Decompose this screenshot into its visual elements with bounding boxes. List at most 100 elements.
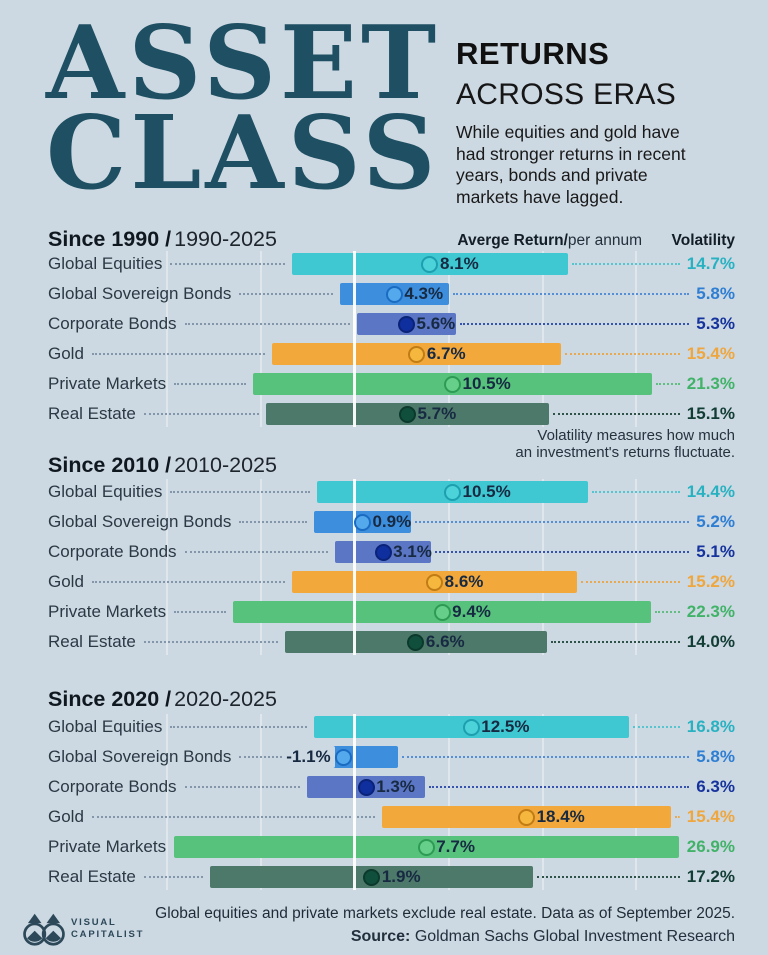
- leader-line-right: [591, 491, 680, 493]
- leader-line-left: [174, 611, 226, 613]
- leader-line-left: [239, 293, 333, 295]
- asset-row-left: Real Estate: [48, 631, 281, 653]
- section-title: Since 1990 /1990-2025: [48, 226, 277, 252]
- asset-row-right: 17.2%: [537, 866, 735, 888]
- return-value: 5.6%: [416, 314, 456, 333]
- intro-line: While equities and gold have: [456, 122, 680, 142]
- return-value: 1.3%: [376, 777, 415, 796]
- return-value: -1.1%: [282, 746, 335, 768]
- intro-line: had stronger returns in recent: [456, 143, 686, 164]
- leader-line-left: [239, 756, 283, 758]
- volatility-value: 15.2%: [686, 572, 735, 591]
- asset-label: Global Equities: [48, 482, 163, 501]
- asset-row-right: 22.3%: [655, 601, 735, 623]
- intro-line: markets have lagged.: [456, 186, 624, 207]
- asset-row-left: Corporate Bonds: [48, 313, 353, 335]
- volatility-value: 22.3%: [686, 602, 735, 621]
- leader-line-left: [143, 876, 204, 878]
- asset-label: Global Equities: [48, 254, 163, 273]
- subtitle-returns: RETURNS: [456, 36, 610, 71]
- return-dot: [398, 405, 416, 423]
- asset-row-left: Gold: [48, 343, 268, 365]
- gridline-10pct: [447, 251, 450, 427]
- gridline-10pct: [541, 479, 544, 655]
- main-title-line-1: ASSET: [46, 3, 441, 122]
- volatility-value: 6.3%: [696, 777, 735, 796]
- return-value: 0.9%: [372, 512, 412, 531]
- asset-row-right: 5.1%: [434, 541, 735, 563]
- leader-line-right: [452, 293, 690, 295]
- asset-row-right: 15.1%: [553, 403, 735, 425]
- asset-row-left: Gold: [48, 806, 378, 828]
- asset-row-left: Global Equities: [48, 716, 310, 738]
- gridline-10pct: [635, 479, 638, 655]
- return-value: 6.7%: [426, 344, 466, 363]
- asset-row-left: Real Estate: [48, 866, 206, 888]
- leader-line-left: [184, 551, 329, 553]
- asset-row-right: 15.4%: [675, 806, 735, 828]
- asset-row-left: Private Markets: [48, 601, 229, 623]
- volatility-note-line: Volatility measures how much: [537, 427, 735, 444]
- asset-row-left: Gold: [48, 571, 288, 593]
- leader-line-left: [184, 786, 301, 788]
- volatility-value: 5.8%: [696, 747, 735, 766]
- return-value: 5.7%: [417, 404, 457, 423]
- asset-label: Corporate Bonds: [48, 542, 177, 561]
- leader-line-right: [632, 726, 680, 728]
- return-dot: [385, 285, 403, 303]
- subtitle-across-eras: ACROSS ERAS: [456, 78, 677, 111]
- section-title-range: 2010-2025: [174, 453, 277, 477]
- asset-row-left: Corporate Bonds: [48, 776, 303, 798]
- return-dot: [353, 513, 371, 531]
- asset-row-left: Corporate Bonds: [48, 541, 331, 563]
- asset-label: Gold: [48, 807, 84, 826]
- footnote: Global equities and private markets excl…: [155, 905, 735, 922]
- volatility-value: 26.9%: [686, 837, 735, 856]
- leader-line-right: [675, 816, 680, 818]
- logo-line-1: VISUAL: [71, 917, 117, 928]
- leader-line-left: [184, 323, 350, 325]
- intro-line: years, bonds and private: [456, 165, 648, 185]
- section-title: Since 2020 /2020-2025: [48, 686, 277, 712]
- leader-line-left: [91, 353, 266, 355]
- return-value: 8.6%: [444, 572, 484, 591]
- zero-line: [353, 714, 356, 890]
- main-title-line-2: CLASS: [46, 93, 440, 212]
- asset-row-right: 6.3%: [429, 776, 735, 798]
- return-dot: [433, 603, 451, 621]
- leader-line-left: [170, 491, 311, 493]
- section-title: Since 2010 /2010-2025: [48, 452, 277, 478]
- return-value: 4.3%: [404, 284, 444, 303]
- intro-description: While equities and gold have had stronge…: [456, 122, 686, 208]
- leader-line-left: [170, 263, 286, 265]
- section-title-bold: Since 1990 /: [48, 227, 172, 251]
- leader-line-right: [429, 786, 690, 788]
- return-dot: [408, 345, 426, 363]
- return-dot: [398, 315, 416, 333]
- return-value: 7.7%: [436, 837, 475, 856]
- volatility-value: 5.1%: [696, 542, 735, 561]
- asset-label: Real Estate: [48, 867, 136, 886]
- volatility-value: 17.2%: [686, 867, 735, 886]
- return-dot: [374, 543, 392, 561]
- asset-row-right: 14.0%: [551, 631, 735, 653]
- visual-capitalist-logo: VISUAL CAPITALIST: [22, 911, 144, 947]
- gridline-10pct: [635, 714, 638, 890]
- asset-row-right: 5.2%: [415, 511, 735, 533]
- volatility-value: 14.0%: [686, 632, 735, 651]
- avg-return-label: Averge Return/: [457, 232, 568, 249]
- leader-line-right: [434, 551, 690, 553]
- leader-line-left: [143, 413, 259, 415]
- return-value: 10.5%: [462, 374, 511, 393]
- return-dot: [335, 748, 353, 766]
- asset-row-right: 15.2%: [581, 571, 735, 593]
- leader-line-right: [581, 581, 680, 583]
- asset-row-left: Private Markets: [48, 373, 249, 395]
- return-value: 18.4%: [536, 807, 585, 826]
- asset-row-right: 26.9%: [683, 836, 735, 858]
- leader-line-right: [460, 323, 690, 325]
- asset-row-left: Global Sovereign Bonds: [48, 511, 310, 533]
- leader-line-left: [239, 521, 307, 523]
- source-text: Goldman Sachs Global Investment Research: [410, 928, 735, 945]
- section-title-range: 1990-2025: [174, 227, 277, 251]
